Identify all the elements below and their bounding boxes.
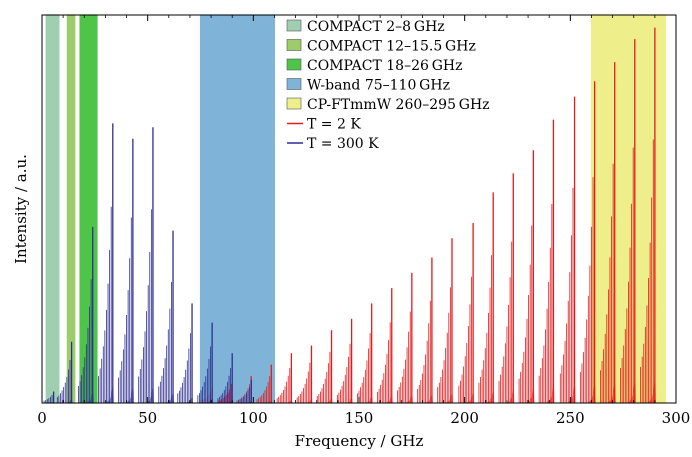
legend-swatch-band-2 (286, 58, 302, 71)
series-1-peak-9-base (225, 400, 234, 403)
x-axis-label: Frequency / GHz (295, 432, 424, 450)
x-tick-label-4: 200 (450, 409, 479, 427)
series-0-peak-21-base (628, 381, 636, 403)
series-0-peak-8 (357, 303, 373, 403)
series-1-peak-9 (217, 353, 234, 403)
series-1-peak-10 (238, 380, 253, 403)
legend-label-band-0: COMPACT 2–8 GHz (307, 19, 445, 35)
series-0-peak-22-base (648, 380, 656, 403)
series-0-peak-3 (256, 364, 273, 403)
series-0-peak-6-base (324, 398, 333, 403)
series-0-peak-10 (397, 272, 413, 403)
series-0-peak-8-base (364, 397, 373, 403)
series-1-peak-7 (177, 303, 194, 403)
series-0-peak-1 (218, 383, 233, 403)
series-0-peak-7-base (344, 397, 353, 403)
band-2 (79, 14, 98, 404)
series-1-peak-2-base (85, 392, 94, 403)
series-0-peak-14 (478, 192, 495, 403)
band-0 (45, 14, 60, 404)
series-0-peak-20-base (607, 382, 616, 403)
series-0-peak-14-base (486, 390, 495, 403)
series-1-peak-8 (197, 322, 214, 403)
series-0-peak-12-base (445, 393, 454, 403)
series-0-peak-4-base (284, 400, 293, 403)
series-0-peak-6 (316, 330, 333, 403)
series-0-peak-17-base (546, 386, 555, 403)
series-1-peak-6-base (166, 392, 175, 403)
legend-label-series-1: T = 300 K (307, 136, 379, 152)
series-0-peak-13 (458, 222, 475, 403)
legend-swatch-band-4 (286, 97, 302, 110)
x-tick-label-1: 50 (138, 409, 157, 427)
legend-label-band-3: W-band 75–110 GHz (307, 78, 450, 94)
legend: COMPACT 2–8 GHz COMPACT 12–15.5 GHz COMPAC… (286, 19, 490, 152)
series-0-peak-13-base (466, 392, 475, 403)
series-0-peak-7 (336, 318, 353, 403)
series-0-peak-16 (518, 150, 535, 403)
series-0-peak-22 (640, 27, 656, 403)
series-0-peak-15-base (506, 389, 515, 403)
legend-label-band-4: CP-FTmmW 260–295 GHz (307, 97, 490, 113)
band-3 (199, 14, 276, 404)
series-1-peak-7-base (185, 397, 194, 403)
spectrum-layer (43, 27, 656, 403)
series-0-peak-15 (498, 173, 515, 403)
x-tick-label-0: 0 (37, 409, 47, 427)
series-1-peak-3-base (106, 386, 114, 403)
legend-swatch-band-3 (286, 78, 302, 90)
series-0-peak-10-base (405, 395, 413, 403)
series-1-peak-1-base (64, 399, 73, 403)
legend-label-series-0: T = 2 K (307, 117, 361, 133)
series-0-peak-20 (600, 62, 616, 403)
series-0-peak-11-base (425, 394, 433, 403)
series-0-peak-19 (579, 81, 596, 403)
series-1-peak-0 (43, 391, 55, 403)
series-0-peak-12 (437, 238, 454, 403)
series-1-peak-5 (138, 127, 154, 403)
legend-label-band-2: COMPACT 18–26 GHz (307, 58, 462, 74)
series-1-peak-4-base (126, 387, 134, 403)
x-tick-label-2: 100 (239, 409, 268, 427)
series-0-peak-18 (559, 96, 576, 403)
series-0-peak-9-base (384, 396, 393, 403)
series-0-peak-19-base (587, 383, 596, 403)
series-1-peak-6 (158, 230, 175, 403)
ticks-layer: 0 50 100 150 200 250 300 (37, 15, 690, 427)
series-0-peak-17 (538, 119, 555, 403)
series-0-peak-16-base (526, 387, 535, 403)
series-1-peak-2 (78, 226, 94, 403)
series-0-peak-3-base (264, 400, 273, 403)
series-0-peak-11 (417, 257, 433, 403)
legend-swatch-band-0 (286, 19, 302, 32)
x-tick-label-5: 250 (556, 409, 585, 427)
series-0-peak-9 (377, 288, 393, 403)
series-0-peak-5-base (304, 399, 313, 403)
series-1-peak-4 (118, 138, 134, 403)
series-0-peak-5 (296, 345, 313, 403)
series-0-peak-21 (620, 39, 636, 403)
series-0-peak-4 (276, 353, 293, 403)
series-0-peak-18-base (567, 384, 576, 403)
legend-swatch-band-1 (286, 39, 302, 51)
y-axis-label: Intensity / a.u. (12, 154, 30, 264)
x-tick-label-3: 150 (345, 409, 374, 427)
series-1-peak-5-base (146, 386, 154, 403)
legend-label-band-1: COMPACT 12–15.5 GHz (307, 39, 476, 55)
series-1-peak-1 (56, 341, 73, 403)
series-1-peak-3 (98, 123, 114, 403)
x-tick-label-6: 300 (662, 409, 691, 427)
